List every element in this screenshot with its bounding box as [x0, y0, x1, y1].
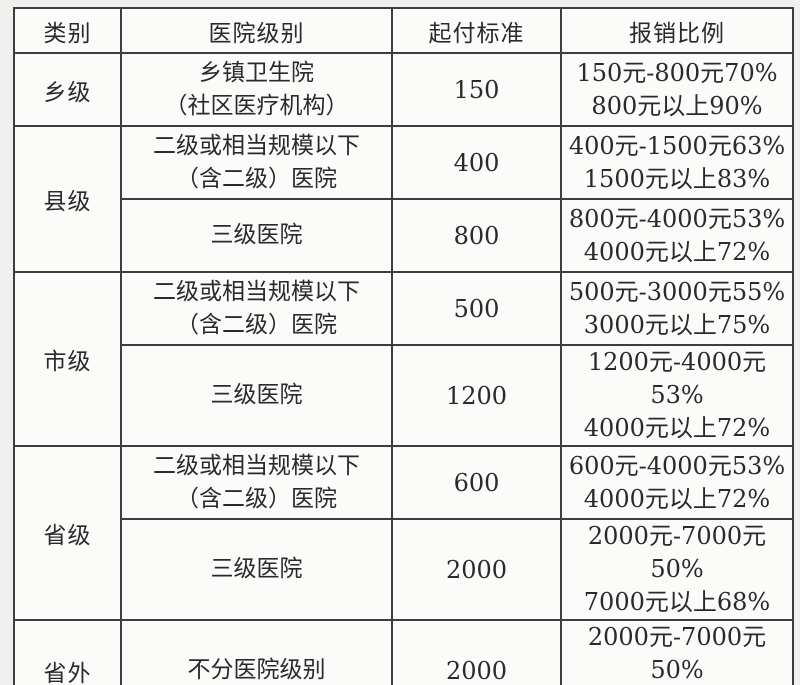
table-row-county-tier3: 三级医院 800 800元-4000元53% 4000元以上72% — [14, 198, 794, 273]
deductible-cell: 1200 — [391, 344, 562, 447]
ratio-line: 800元-4000元53% — [568, 204, 786, 233]
ratio-line: 2000元-7000元50% — [587, 623, 767, 684]
hospital-line: 二级或相当规模以下 — [153, 278, 360, 305]
deductible-cell: 800 — [391, 198, 562, 273]
header-category: 类别 — [13, 7, 122, 54]
category-cell-province: 省级 — [13, 445, 122, 621]
table-row-province-tier2: 省级 二级或相当规模以下 （含二级）医院 600 600元-4000元53% 4… — [13, 445, 794, 621]
hospital-line: 不分医院级别 — [187, 657, 326, 683]
hospital-line: （含二级）医院 — [176, 165, 337, 192]
hospital-line: 二级或相当规模以下 — [153, 132, 360, 159]
ratio-line: 400元-1500元63% — [568, 131, 786, 160]
hospital-cell: 乡镇卫生院 （社区医疗机构） — [120, 52, 393, 127]
deductible-cell: 600 — [391, 445, 562, 520]
ratio-line: 1200元-4000元53% — [587, 348, 767, 409]
table-row-township: 乡级 乡镇卫生院 （社区医疗机构） 150 150元-800元70% 800元以… — [13, 52, 794, 127]
ratio-line: 3000元以上75% — [583, 310, 771, 339]
ratio-line: 4000元以上72% — [583, 414, 771, 442]
reimbursement-table: 类别 医院级别 起付标准 报销比例 乡级 乡镇卫生院 （社区医疗机构） 150 … — [13, 7, 794, 685]
hospital-line: 三级医院 — [210, 222, 303, 248]
ratio-cell: 500元-3000元55% 3000元以上75% — [560, 271, 794, 346]
category-cell-city: 市级 — [13, 271, 122, 447]
category-cell-township: 乡级 — [13, 52, 122, 127]
category-cell-county: 县级 — [13, 125, 122, 273]
hospital-cell: 二级或相当规模以下 （含二级）医院 — [120, 125, 393, 200]
header-reimbursement-ratio: 报销比例 — [560, 7, 794, 54]
hospital-cell: 二级或相当规模以下 （含二级）医院 — [120, 445, 393, 520]
hospital-line: （含二级）医院 — [176, 311, 337, 338]
hospital-cell: 三级医院 — [120, 344, 393, 447]
hospital-line: （含二级）医院 — [176, 485, 337, 512]
ratio-line: 800元以上90% — [591, 91, 763, 120]
ratio-cell: 600元-4000元53% 4000元以上72% — [560, 445, 794, 520]
deductible-cell: 150 — [391, 52, 562, 127]
hospital-line: 乡镇卫生院 — [199, 59, 314, 86]
hospital-cell: 不分医院级别 — [120, 619, 393, 685]
header-hospital-level: 医院级别 — [120, 7, 393, 54]
hospital-line: （社区医疗机构） — [164, 92, 349, 119]
deductible-cell: 500 — [391, 271, 562, 346]
ratio-line: 150元-800元70% — [576, 58, 778, 87]
ratio-line: 4000元以上72% — [583, 237, 771, 266]
hospital-line: 二级或相当规模以下 — [153, 452, 360, 479]
hospital-line: 三级医院 — [210, 556, 303, 582]
ratio-cell: 2000元-7000元50% 7000元以上68% — [560, 619, 794, 685]
ratio-line: 600元-4000元53% — [568, 451, 786, 480]
ratio-line: 500元-3000元55% — [568, 277, 786, 306]
ratio-line: 1500元以上83% — [583, 164, 771, 193]
ratio-cell: 150元-800元70% 800元以上90% — [560, 52, 794, 127]
ratio-cell: 400元-1500元63% 1500元以上83% — [560, 125, 794, 200]
ratio-line: 2000元-7000元50% — [587, 522, 767, 583]
header-deductible-standard: 起付标准 — [391, 7, 562, 54]
deductible-cell: 400 — [391, 125, 562, 200]
ratio-cell: 1200元-4000元53% 4000元以上72% — [560, 344, 794, 447]
hospital-line: 三级医院 — [210, 382, 303, 408]
deductible-cell: 2000 — [391, 518, 562, 621]
reimbursement-table-container: 类别 医院级别 起付标准 报销比例 乡级 乡镇卫生院 （社区医疗机构） 150 … — [13, 7, 794, 685]
header-row: 类别 医院级别 起付标准 报销比例 — [13, 7, 794, 54]
category-cell-out-of-province: 省外 — [13, 619, 122, 685]
hospital-cell: 三级医院 — [120, 198, 393, 273]
ratio-cell: 2000元-7000元50% 7000元以上68% — [560, 518, 794, 621]
ratio-line: 7000元以上68% — [583, 588, 771, 616]
hospital-cell: 三级医院 — [120, 518, 393, 621]
hospital-cell: 二级或相当规模以下 （含二级）医院 — [120, 271, 393, 346]
table-row-out-of-province: 省外 不分医院级别 2000 2000元-7000元50% 7000元以上68% — [13, 619, 794, 685]
table-row-province-tier3: 三级医院 2000 2000元-7000元50% 7000元以上68% — [14, 518, 794, 621]
ratio-line: 4000元以上72% — [583, 484, 771, 513]
deductible-cell: 2000 — [391, 619, 562, 685]
table-row-city-tier3: 三级医院 1200 1200元-4000元53% 4000元以上72% — [14, 344, 794, 447]
table-row-county-tier2: 县级 二级或相当规模以下 （含二级）医院 400 400元-1500元63% 1… — [13, 125, 794, 273]
table-row-city-tier2: 市级 二级或相当规模以下 （含二级）医院 500 500元-3000元55% 3… — [13, 271, 794, 447]
ratio-cell: 800元-4000元53% 4000元以上72% — [560, 198, 794, 273]
